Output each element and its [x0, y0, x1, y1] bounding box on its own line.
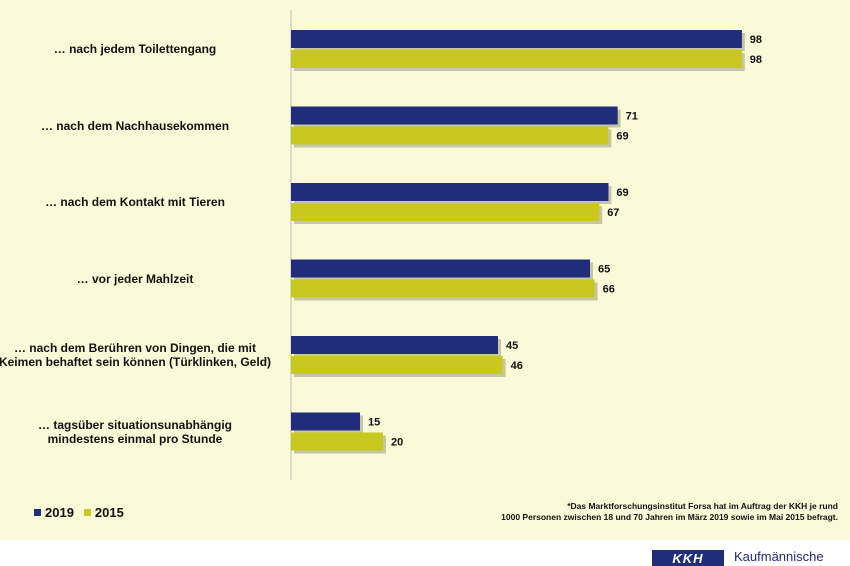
- data-label-2019-1: 71: [626, 111, 638, 123]
- logo-mark: KKH: [652, 550, 724, 566]
- category-label-4: … nach dem Berühren von Dingen, die mit K…: [0, 341, 280, 369]
- data-label-2019-3: 65: [598, 264, 610, 276]
- data-label-2015-2: 67: [607, 207, 619, 219]
- footnote: *Das Marktforschungsinstitut Forsa hat i…: [398, 501, 838, 523]
- category-label-line: Keimen behaftet sein können (Türklinken,…: [0, 355, 272, 369]
- category-label-0: … nach jedem Toilettengang: [0, 42, 280, 56]
- legend-swatch-2019: [34, 509, 41, 516]
- bar-shading: [291, 126, 609, 145]
- category-label-2: … nach dem Kontakt mit Tieren: [0, 195, 280, 209]
- bar-shading: [291, 412, 360, 431]
- bar-shading: [291, 106, 618, 125]
- footnote-line-2: 1000 Personen zwischen 18 und 70 Jahren …: [501, 512, 838, 522]
- kkh-logo: KKH Kaufmännische: [652, 550, 824, 566]
- bar-shading: [291, 183, 609, 201]
- category-label-3: … vor jeder Mahlzeit: [0, 272, 280, 286]
- category-label-line: … tagsüber situationsunabhängig: [37, 417, 232, 432]
- category-label-line: … nach jedem Toilettengang: [53, 42, 217, 56]
- chart-panel: 98 98 71 69 69 67 65 66 45 46 15 20 … nach jedem To…: [0, 0, 850, 540]
- category-label-1: … nach dem Nachhausekommen: [0, 119, 280, 133]
- data-label-2019-2: 69: [616, 187, 628, 199]
- data-label-2015-4: 46: [511, 360, 523, 372]
- category-label-5: … tagsüber situationsunabhängig mindesten…: [0, 418, 280, 446]
- category-label-line: … nach dem Kontakt mit Tieren: [45, 195, 225, 209]
- footnote-line-1: *Das Marktforschungsinstitut Forsa hat i…: [567, 501, 838, 511]
- category-label-line: … vor jeder Mahlzeit: [76, 271, 194, 286]
- legend-swatch-2015: [83, 509, 91, 516]
- data-label-2015-1: 69: [616, 131, 628, 143]
- bar-shading: [291, 356, 503, 374]
- data-label-2019-5: 15: [368, 417, 380, 429]
- data-label-2019-4: 45: [506, 340, 518, 352]
- bar-shading: [291, 259, 590, 278]
- data-label-2015-5: 20: [391, 437, 403, 449]
- bar-shading: [291, 30, 742, 48]
- legend-item-2015: 2015: [83, 505, 124, 520]
- category-label-line: … nach dem Berühren von Dingen, die mit: [13, 341, 257, 355]
- data-label-2015-0: 98: [750, 54, 762, 66]
- legend-label-2019: 2019: [45, 505, 74, 520]
- category-label-line: mindestens einmal pro Stunde: [47, 431, 223, 446]
- bar-chart: 98 98 71 69 69 67 65 66 45 46 15 20: [290, 10, 762, 480]
- bar-shading: [291, 432, 383, 451]
- category-label-line: … nach dem Nachhausekommen: [40, 118, 230, 133]
- logo-name: Kaufmännische: [734, 549, 824, 564]
- bar-shading: [291, 279, 595, 298]
- legend: 2019 2015: [34, 505, 134, 520]
- bar-shading: [291, 336, 498, 354]
- bar-shading: [291, 50, 742, 68]
- legend-label-2015: 2015: [94, 505, 124, 520]
- legend-item-2019: 2019: [34, 505, 74, 520]
- bar-shading: [291, 203, 600, 221]
- data-label-2015-3: 66: [603, 284, 615, 296]
- data-label-2019-0: 98: [750, 34, 762, 46]
